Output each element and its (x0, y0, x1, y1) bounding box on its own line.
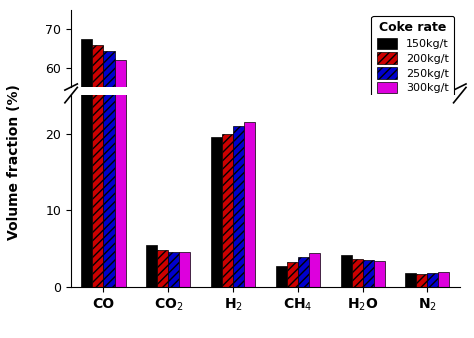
Bar (405, 292, 416, 298)
Bar (416, 292, 428, 298)
Bar (428, 273, 438, 287)
Bar (115, 60, 126, 298)
Bar (233, 126, 244, 287)
Bar (309, 253, 320, 287)
Bar (276, 266, 287, 287)
Bar (211, 223, 222, 298)
Bar (222, 222, 233, 298)
Bar (298, 283, 309, 298)
Bar (438, 291, 449, 298)
Bar (179, 252, 190, 287)
Bar (352, 284, 363, 298)
Bar (157, 280, 168, 298)
Bar (168, 281, 179, 298)
Text: Volume fraction (%): Volume fraction (%) (7, 84, 21, 240)
Bar (405, 273, 416, 287)
Bar (222, 134, 233, 287)
Bar (103, 50, 115, 298)
Bar (233, 218, 244, 298)
Bar (287, 262, 298, 287)
Bar (309, 281, 320, 298)
Bar (157, 250, 168, 287)
Bar (276, 288, 287, 298)
Bar (82, 39, 92, 298)
Bar (438, 272, 449, 287)
Bar (352, 259, 363, 287)
Bar (103, 0, 115, 287)
Bar (341, 282, 352, 298)
Bar (244, 216, 255, 298)
Bar (341, 255, 352, 287)
Bar (179, 281, 190, 298)
Bar (298, 257, 309, 287)
Bar (92, 0, 103, 287)
Bar (168, 252, 179, 287)
Bar (92, 45, 103, 298)
Bar (428, 291, 438, 298)
Bar (244, 122, 255, 287)
Legend: 150kg/t, 200kg/t, 250kg/t, 300kg/t: 150kg/t, 200kg/t, 250kg/t, 300kg/t (371, 16, 454, 99)
Bar (363, 285, 374, 298)
Bar (146, 277, 157, 298)
Bar (211, 137, 222, 287)
Bar (115, 0, 126, 287)
Bar (287, 286, 298, 298)
Bar (363, 260, 374, 287)
Bar (416, 274, 428, 287)
Bar (374, 285, 384, 298)
Bar (146, 245, 157, 287)
Bar (374, 261, 384, 287)
Bar (82, 0, 92, 287)
